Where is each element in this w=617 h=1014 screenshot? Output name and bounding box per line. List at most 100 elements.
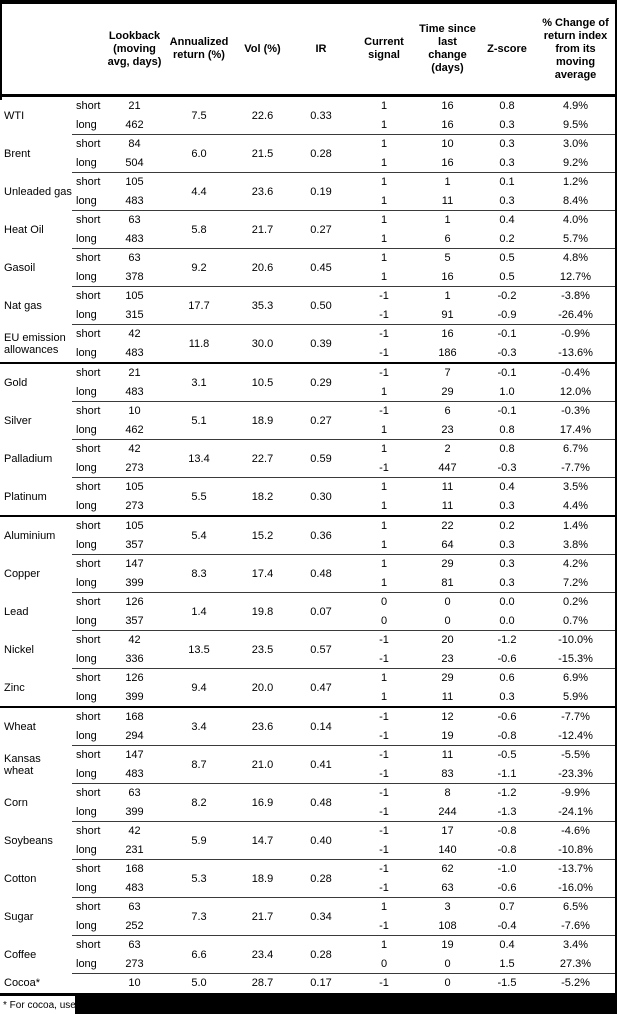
zscore-value: 0.3 — [499, 118, 515, 131]
days-since-change-value: 11 — [441, 749, 454, 762]
zscore-value: 0.5 — [499, 252, 515, 265]
pct-change-value: 12.0% — [559, 385, 592, 398]
zscore-value: -0.8 — [497, 729, 517, 742]
zscore-value: -0.6 — [497, 881, 517, 894]
pct-change-value: -4.6% — [561, 825, 590, 838]
pct-change-value: -15.3% — [558, 652, 593, 665]
vol-value: 21.7 — [251, 223, 274, 236]
ir-value: 0.34 — [310, 910, 332, 923]
vol-value: 23.6 — [251, 185, 274, 198]
pct-change-value: -24.1% — [558, 805, 593, 818]
commodity-name: Kansas wheat — [4, 752, 41, 777]
signal-value: 1 — [380, 100, 388, 113]
pct-change-value: -26.4% — [558, 308, 593, 321]
ir-value: 0.45 — [310, 261, 332, 274]
leg-label: long — [76, 843, 97, 856]
lookback-value: 105 — [125, 520, 144, 533]
annualized-return-value: 8.3 — [191, 567, 207, 580]
ir-value: 0.48 — [310, 796, 332, 809]
pct-change-value: 6.7% — [562, 443, 589, 456]
lookback-value: 462 — [125, 423, 144, 436]
leg-label: long — [76, 194, 97, 207]
vol-value: 15.2 — [251, 529, 274, 542]
signal-value: 1 — [380, 270, 388, 283]
days-since-change-value: 29 — [441, 558, 454, 571]
row-divider — [72, 286, 615, 287]
ir-value: 0.41 — [310, 758, 332, 771]
zscore-value: 0.1 — [499, 176, 515, 189]
signal-value: 1 — [380, 901, 388, 914]
signal-value: -1 — [379, 767, 389, 780]
signal-value: -1 — [379, 825, 389, 838]
row-divider — [72, 439, 615, 440]
ir-value: 0.27 — [310, 414, 332, 427]
row-divider — [72, 134, 615, 135]
pct-change-value: 3.8% — [562, 538, 589, 551]
leg-label: short — [76, 863, 101, 876]
leg-label: long — [76, 308, 97, 321]
row-divider — [72, 630, 615, 631]
days-since-change-value: 23 — [441, 652, 454, 665]
lookback-value: 399 — [125, 690, 144, 703]
signal-value: -1 — [379, 290, 389, 303]
pct-change-value: -7.7% — [561, 711, 590, 724]
ir-value: 0.07 — [310, 605, 332, 618]
lookback-value: 252 — [125, 919, 144, 932]
ir-value: 0.50 — [310, 299, 332, 312]
pct-change-value: -7.7% — [561, 461, 590, 474]
lookback-value: 294 — [125, 729, 144, 742]
vol-value: 10.5 — [251, 376, 274, 389]
lookback-value: 483 — [125, 232, 144, 245]
zscore-value: -0.8 — [497, 825, 517, 838]
annualized-return-value: 1.4 — [191, 605, 207, 618]
col-header-pctchange: % Change of return index from its moving… — [542, 16, 609, 81]
pct-change-value: 8.4% — [562, 194, 589, 207]
days-since-change-value: 16 — [441, 328, 454, 341]
ir-value: 0.28 — [310, 147, 332, 160]
leg-label: long — [76, 652, 97, 665]
annualized-return-value: 4.4 — [191, 185, 207, 198]
commodity-block: Nickel 13.5 23.5 0.57 short 42 -1 20 -1.2 -10.0% l… — [0, 631, 615, 668]
ir-value: 0.29 — [310, 376, 332, 389]
days-since-change-value: 63 — [441, 881, 454, 894]
pct-change-value: 9.2% — [562, 156, 589, 169]
pct-change-value: 27.3% — [559, 957, 592, 970]
annualized-return-value: 13.4 — [188, 452, 210, 465]
days-since-change-value: 19 — [441, 729, 454, 742]
leg-label: short — [76, 672, 101, 685]
signal-value: 0 — [380, 596, 388, 609]
leg-label: long — [76, 346, 97, 359]
signal-value: 1 — [380, 385, 388, 398]
annualized-return-value: 9.2 — [191, 261, 207, 274]
leg-label: long — [76, 576, 97, 589]
vol-value: 20.0 — [251, 681, 274, 694]
commodity-name: Sugar — [4, 910, 34, 923]
lookback-value: 357 — [125, 538, 144, 551]
pct-change-value: -10.8% — [558, 843, 593, 856]
ir-value: 0.36 — [310, 529, 332, 542]
commodity-name: Wheat — [4, 720, 36, 733]
pct-change-value: -16.0% — [558, 881, 593, 894]
commodity-block: Zinc 9.4 20.0 0.47 short 126 1 29 0.6 6.9% long 399… — [0, 669, 615, 706]
signal-value: -1 — [379, 461, 389, 474]
row-divider — [72, 935, 615, 936]
pct-change-value: 3.5% — [562, 481, 589, 494]
signal-value: -1 — [379, 729, 389, 742]
annualized-return-value: 6.6 — [191, 948, 207, 961]
leg-label: short — [76, 558, 101, 571]
annualized-return-value: 5.3 — [191, 872, 207, 885]
signal-value: 1 — [380, 118, 388, 131]
signal-value: -1 — [379, 843, 389, 856]
pct-change-value: -0.3% — [561, 405, 590, 418]
commodity-name: Nat gas — [4, 299, 42, 312]
lookback-value: 147 — [125, 749, 144, 762]
top-border-bar — [0, 0, 615, 4]
zscore-value: -0.1 — [497, 405, 517, 418]
days-since-change-value: 11 — [441, 499, 454, 512]
lookback-value: 483 — [125, 194, 144, 207]
col-header-signal: Current signal — [364, 36, 404, 61]
lookback-value: 168 — [125, 863, 144, 876]
lookback-value: 42 — [128, 443, 141, 456]
ir-value: 0.30 — [310, 490, 332, 503]
vol-value: 16.9 — [251, 796, 274, 809]
